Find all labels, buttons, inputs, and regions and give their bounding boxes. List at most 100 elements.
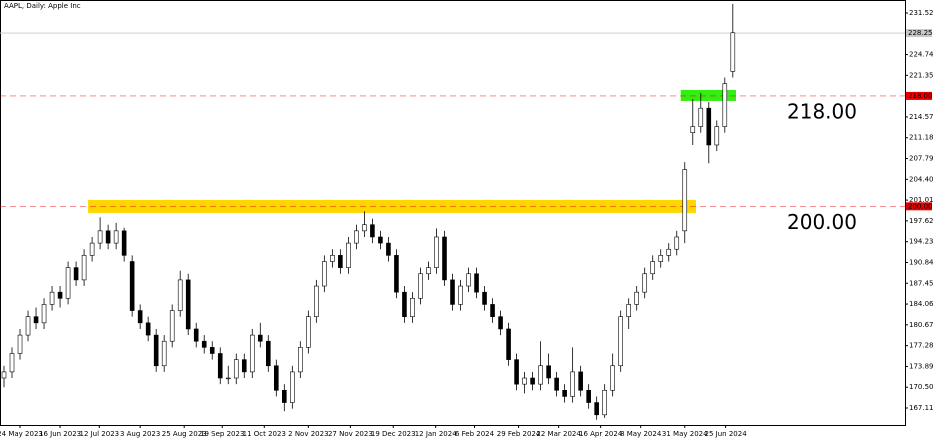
candle-body [41, 304, 47, 324]
candle-body [9, 353, 15, 373]
candle-body [578, 371, 583, 391]
candle-body [217, 353, 223, 379]
candle-body [706, 107, 712, 146]
candle-body [594, 402, 599, 416]
candle-body [225, 377, 231, 380]
y-tick-label: 211.18 [909, 134, 934, 142]
candle-body [153, 334, 159, 367]
y-tick-label: 190.84 [909, 258, 934, 266]
candle-body [634, 291, 640, 305]
candle-body [394, 255, 399, 293]
candle-body [490, 304, 495, 317]
candle-body [714, 126, 720, 146]
y-tick-label: 201.01 [909, 196, 934, 204]
candle-body [338, 255, 343, 268]
candle-body [201, 340, 207, 348]
y-tick-label: 167.11 [909, 404, 934, 412]
candle-body [121, 230, 127, 256]
y-tick-label: 177.28 [909, 342, 934, 350]
level-axis-label: 218.00 [908, 92, 933, 100]
candle-body [538, 365, 543, 385]
candle-body [145, 322, 151, 336]
candle-body [514, 359, 519, 385]
candle-body [137, 310, 143, 324]
candle-body [370, 224, 375, 238]
candle-body [722, 83, 728, 127]
candle-body [274, 365, 279, 391]
x-tick-label: 27 Nov 2023 [328, 430, 373, 438]
x-tick-label: 29 Feb 2024 [497, 430, 541, 438]
y-tick-label: 207.79 [909, 155, 934, 163]
candle-body [57, 291, 63, 299]
candle-body [249, 334, 255, 373]
candle-body [498, 316, 503, 330]
candle-body [89, 242, 95, 256]
candle-body [530, 377, 535, 385]
y-tick-label: 170.50 [909, 383, 934, 391]
level-tag [906, 91, 932, 100]
y-tick-label: 173.89 [909, 362, 934, 370]
candle-body [506, 328, 511, 360]
candle-body [1, 371, 7, 379]
x-tick-label: 16 Jun 2023 [39, 430, 81, 438]
last-price-tag [906, 29, 932, 38]
candle-body [674, 236, 680, 250]
candle-body [169, 310, 175, 342]
candle-body [618, 316, 623, 367]
candle-body [442, 236, 447, 281]
candle-body [97, 230, 103, 244]
candle-body [730, 32, 736, 72]
candle-body [418, 273, 423, 299]
candle-body [241, 359, 247, 373]
zone [680, 89, 737, 101]
candle-body [105, 230, 111, 244]
x-tick-label: 31 May 2024 [662, 430, 708, 438]
x-tick-label: 25 Aug 2023 [162, 430, 207, 438]
candle-body [354, 230, 359, 244]
y-tick-label: 180.67 [909, 321, 934, 329]
candle-body [602, 389, 607, 416]
candle-body [698, 107, 704, 127]
candle-body [610, 365, 615, 391]
candle-body [49, 291, 55, 305]
candle-body [185, 279, 191, 330]
x-tick-label: 12 Jan 2024 [415, 430, 458, 438]
candle-body [193, 328, 199, 342]
candle-body [482, 291, 487, 305]
x-tick-label: 11 Oct 2023 [243, 430, 286, 438]
candle-body [458, 285, 463, 305]
candle-body [434, 236, 439, 268]
candle-body [17, 334, 23, 354]
y-tick-label: 197.62 [909, 217, 934, 225]
candle-body [570, 371, 575, 397]
x-tick-label: 8 May 2024 [620, 430, 662, 438]
candle-body [233, 359, 239, 379]
candle-body [290, 371, 295, 403]
x-tick-label: 24 May 2023 [0, 430, 43, 438]
y-tick-label: 187.45 [909, 279, 934, 287]
level-annotation: 200.00 [787, 210, 857, 234]
y-tick-label: 221.35 [909, 71, 934, 79]
candle-body [562, 389, 567, 397]
x-tick-label: 6 Feb 2024 [455, 430, 495, 438]
candle-body [682, 169, 688, 232]
candle-body [298, 347, 303, 373]
x-tick-label: 25 Jun 2024 [705, 430, 748, 438]
candle-body [450, 279, 455, 305]
x-tick-label: 22 Mar 2024 [536, 430, 581, 438]
candle-body [554, 377, 559, 391]
candle-body [322, 261, 327, 287]
candle-body [626, 304, 631, 317]
x-tick-label: 19 Sep 2023 [200, 430, 244, 438]
candle-body [81, 255, 87, 281]
x-tick-label: 12 Jul 2023 [79, 430, 119, 438]
plot-frame [0, 0, 906, 426]
candle-body [586, 389, 591, 403]
candle-body [73, 267, 79, 281]
candle-body [650, 261, 656, 275]
candle-body [362, 224, 367, 232]
candle-body [642, 273, 648, 293]
candle-body [314, 285, 319, 317]
candle-body [161, 340, 167, 367]
